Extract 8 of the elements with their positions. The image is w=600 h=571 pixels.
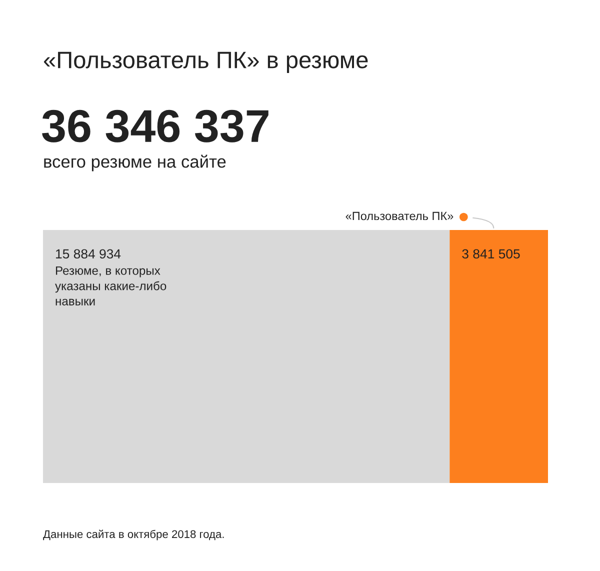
chart-subtitle: 36 346 337	[42, 110, 268, 142]
chart-title: «Пользователь ПК» в резюме	[44, 52, 368, 74]
text: всего резюме на сайте	[44, 154, 226, 172]
text: Данные сайта в октябре 2018 года.	[43, 530, 224, 540]
series-label: Резюме, в которых указаны какие-либо навыки	[55, 266, 166, 306]
data-label: 3 841 505	[462, 249, 520, 259]
data-label: 15 884 934	[56, 249, 121, 259]
legend-label: «Пользователь ПК»	[346, 212, 454, 220]
